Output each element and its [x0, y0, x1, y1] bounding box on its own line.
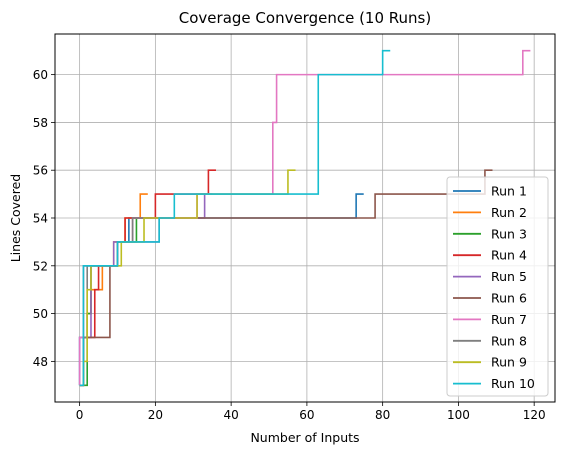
legend-label: Run 7 — [491, 312, 527, 327]
legend-label: Run 5 — [491, 269, 527, 284]
y-tick-label: 48 — [33, 355, 48, 369]
legend-label: Run 10 — [491, 376, 535, 391]
series-line-10 — [79, 49, 391, 387]
x-tick-label: 0 — [76, 408, 84, 422]
legend-items: Run 1 Run 2 Run 3 Run 4 Run 5 Run 6 Run 7 Run 8… — [453, 184, 535, 391]
x-axis-label: Number of Inputs — [250, 430, 359, 445]
series-lines — [78, 49, 531, 387]
chart-title: Coverage Convergence (10 Runs) — [179, 9, 431, 27]
y-axis-label: Lines Covered — [8, 174, 23, 263]
legend-label: Run 2 — [491, 205, 527, 220]
y-tick-label: 50 — [33, 307, 48, 321]
axis-ticks: 0 20 40 60 80 100 120 48 50 52 54 56 58 60 — [33, 68, 546, 422]
y-tick-label: 60 — [33, 68, 48, 82]
y-tick-label: 54 — [33, 212, 48, 226]
legend-label: Run 6 — [491, 291, 527, 306]
x-tick-label: 120 — [523, 408, 546, 422]
legend-label: Run 9 — [491, 355, 527, 370]
y-tick-label: 58 — [33, 116, 48, 130]
legend-label: Run 1 — [491, 184, 527, 199]
x-tick-label: 100 — [447, 408, 470, 422]
legend: Run 1 Run 2 Run 3 Run 4 Run 5 Run 6 Run 7 Run 8… — [446, 176, 549, 397]
legend-label: Run 3 — [491, 226, 527, 241]
x-tick-label: 80 — [375, 408, 390, 422]
x-tick-label: 40 — [223, 408, 238, 422]
x-tick-label: 20 — [148, 408, 163, 422]
y-tick-label: 56 — [33, 164, 48, 178]
x-tick-label: 60 — [299, 408, 314, 422]
legend-label: Run 8 — [491, 333, 527, 348]
y-tick-label: 52 — [33, 259, 48, 273]
legend-label: Run 4 — [491, 248, 527, 263]
